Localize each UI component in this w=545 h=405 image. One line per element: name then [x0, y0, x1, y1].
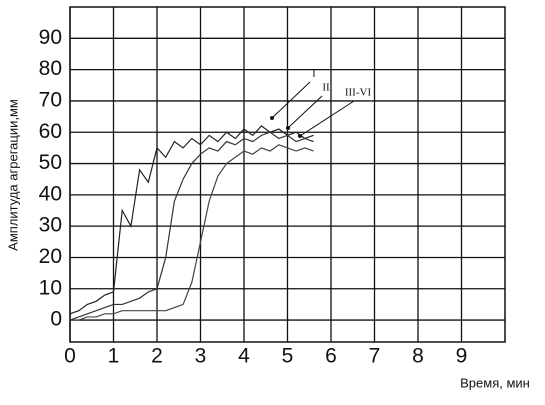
y-tick-label: 80 — [39, 57, 62, 80]
x-tick-label: 4 — [238, 345, 250, 368]
y-tick-label: 40 — [39, 182, 62, 205]
x-tick-label: 3 — [195, 345, 207, 368]
annotation-arrow — [299, 100, 355, 137]
annotation: II — [322, 82, 330, 94]
y-tick-label: 90 — [39, 26, 62, 49]
y-tick-label: 60 — [39, 120, 62, 143]
arrow-head — [298, 134, 302, 138]
x-tick-label: 8 — [412, 345, 424, 368]
annotation-arrow — [287, 95, 323, 129]
line — [69, 131, 314, 321]
y-tick-label: 70 — [39, 88, 62, 111]
arrow-head — [286, 126, 290, 130]
line — [70, 144, 314, 321]
annotation: III-VI — [345, 87, 372, 99]
x-tick-label: 9 — [456, 345, 468, 368]
y-axis-label: Амплитуда агрегации,мм — [5, 99, 20, 251]
x-tick-label: 1 — [108, 345, 120, 368]
y-tick-label: 10 — [39, 276, 62, 299]
x-tick-label: 5 — [282, 345, 294, 368]
annotation: I — [312, 68, 316, 80]
y-tick-label: 0 — [50, 308, 62, 331]
arrow-head — [270, 116, 274, 120]
x-tick-label: 0 — [64, 345, 76, 368]
y-tick-label: 20 — [39, 245, 62, 268]
annotation-arrow — [271, 81, 311, 119]
line — [69, 125, 314, 315]
y-tick-label: 50 — [39, 151, 62, 174]
x-tick-label: 6 — [325, 345, 337, 368]
x-axis-label: Время, мин — [460, 375, 530, 390]
x-tick-label: 7 — [369, 345, 381, 368]
x-tick-label: 2 — [151, 345, 163, 368]
y-tick-label: 30 — [39, 214, 62, 237]
